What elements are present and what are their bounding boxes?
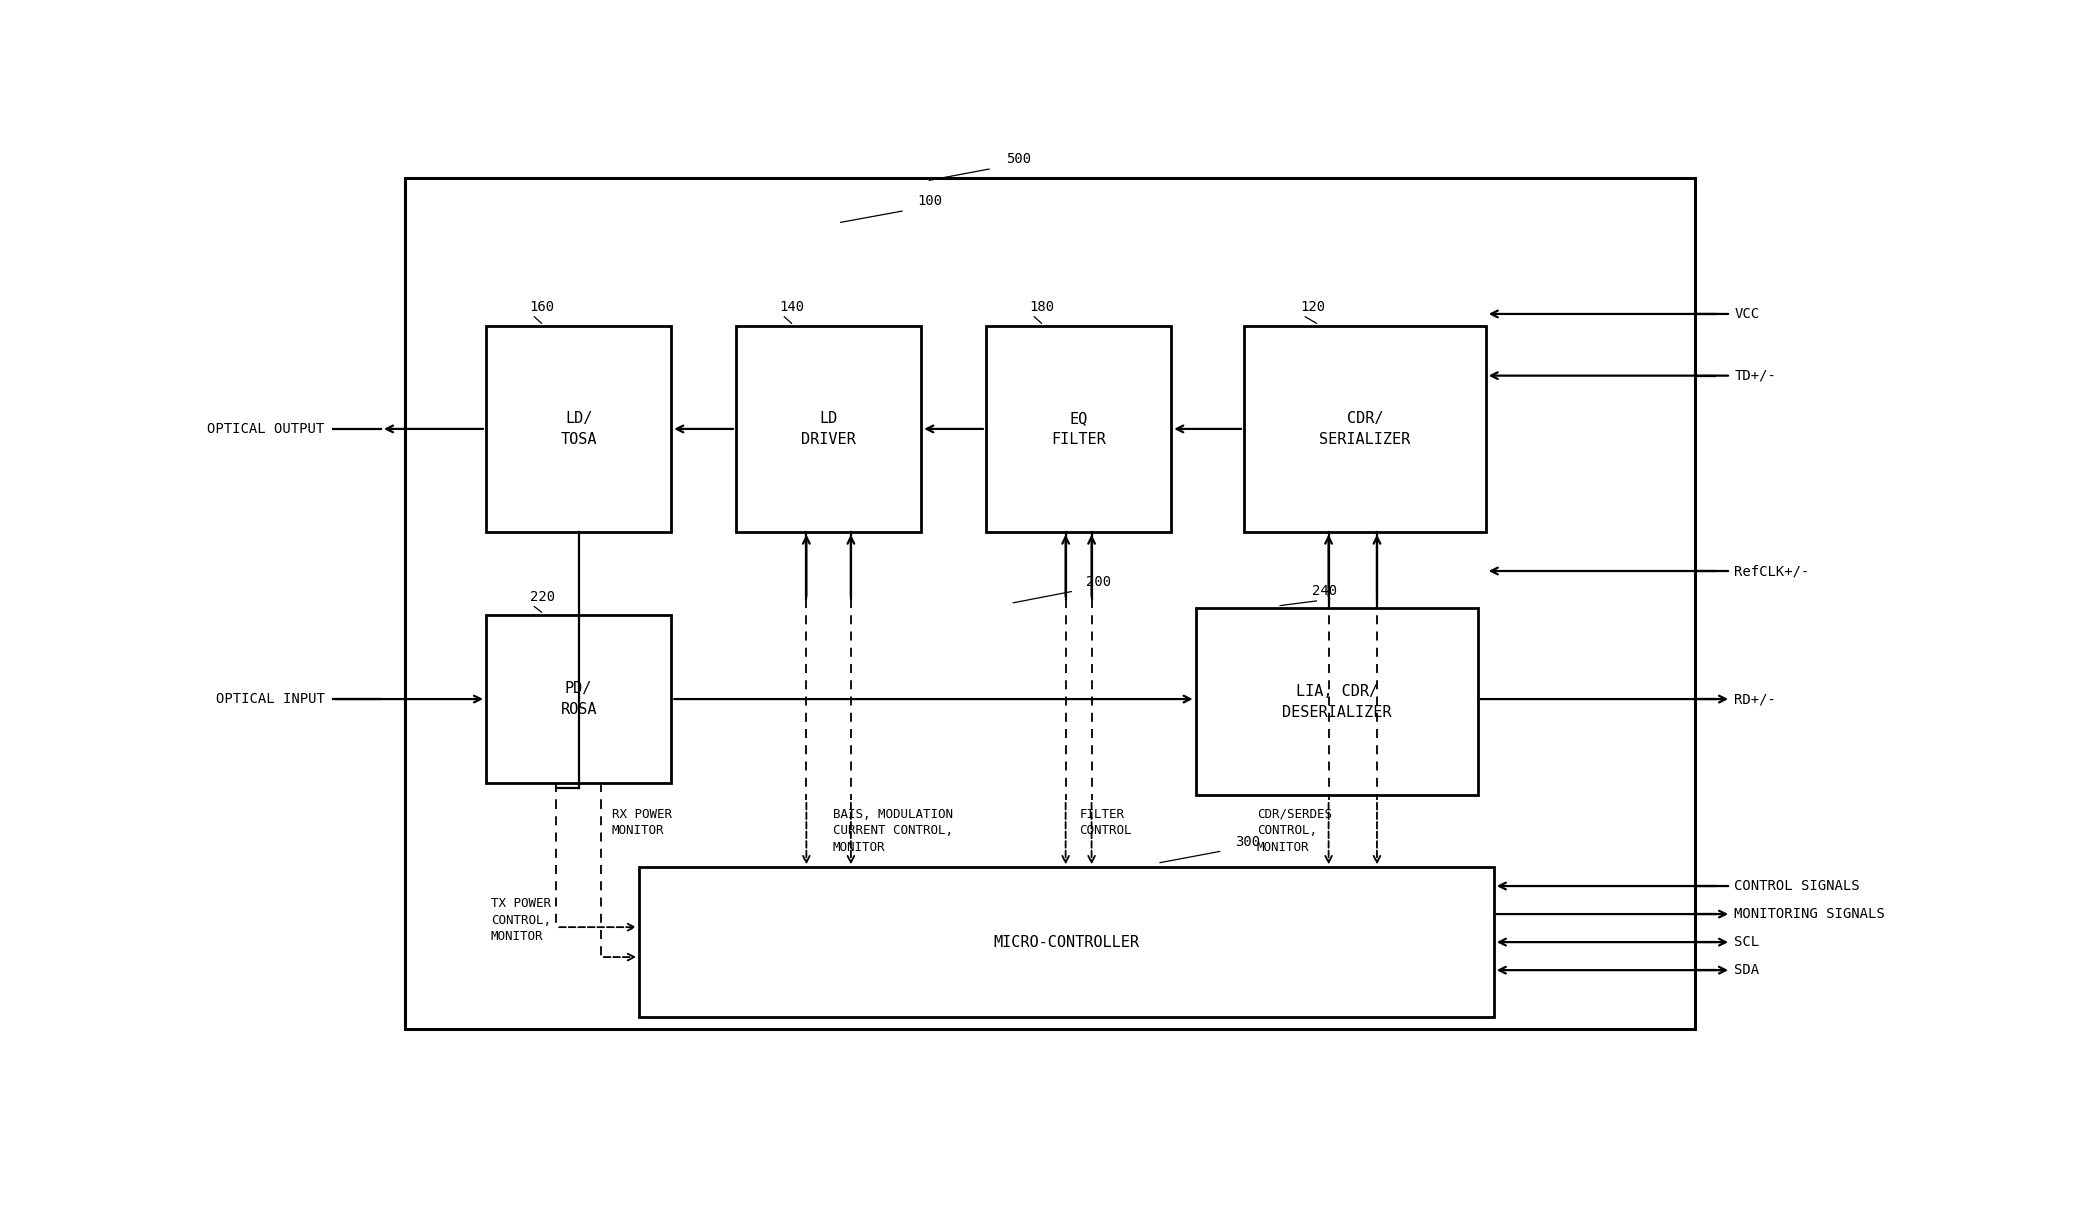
Text: TX POWER
CONTROL,
MONITOR: TX POWER CONTROL, MONITOR — [491, 897, 551, 943]
Text: 220: 220 — [531, 590, 556, 603]
Text: MONITORING SIGNALS: MONITORING SIGNALS — [1733, 907, 1885, 921]
Text: EQ
FILTER: EQ FILTER — [1051, 410, 1105, 447]
Text: CONTROL SIGNALS: CONTROL SIGNALS — [1733, 879, 1860, 894]
Text: 300: 300 — [1234, 835, 1259, 849]
Text: 180: 180 — [1030, 300, 1055, 314]
Bar — [487, 327, 672, 532]
Bar — [639, 867, 1494, 1017]
Text: CDR/SERDES
CONTROL,
MONITOR: CDR/SERDES CONTROL, MONITOR — [1257, 807, 1332, 853]
Bar — [462, 221, 1640, 585]
Text: 240: 240 — [1311, 584, 1338, 599]
Text: 140: 140 — [780, 300, 805, 314]
Text: 120: 120 — [1301, 300, 1326, 314]
Text: PD/
ROSA: PD/ ROSA — [560, 681, 597, 717]
Bar — [1244, 327, 1486, 532]
Text: RefCLK+/-: RefCLK+/- — [1733, 565, 1810, 578]
Text: RX POWER
MONITOR: RX POWER MONITOR — [612, 807, 672, 836]
Text: VCC: VCC — [1733, 307, 1758, 320]
Text: FILTER
CONTROL: FILTER CONTROL — [1080, 807, 1132, 836]
Text: LD/
TOSA: LD/ TOSA — [560, 410, 597, 447]
Bar — [737, 327, 922, 532]
Text: SCL: SCL — [1733, 935, 1758, 949]
Text: 200: 200 — [1086, 574, 1111, 589]
Text: OPTICAL INPUT: OPTICAL INPUT — [216, 692, 325, 707]
Text: SDA: SDA — [1733, 963, 1758, 977]
Bar — [1194, 608, 1478, 795]
Text: BAIS, MODULATION
CURRENT CONTROL,
MONITOR: BAIS, MODULATION CURRENT CONTROL, MONITO… — [832, 807, 953, 853]
Text: 100: 100 — [918, 194, 943, 209]
Text: OPTICAL OUTPUT: OPTICAL OUTPUT — [208, 422, 325, 436]
Bar — [406, 178, 1696, 1029]
Bar — [462, 599, 1640, 800]
Text: RD+/-: RD+/- — [1733, 692, 1775, 707]
Text: LD
DRIVER: LD DRIVER — [801, 410, 855, 447]
Text: 500: 500 — [1005, 152, 1030, 166]
Text: 160: 160 — [531, 300, 556, 314]
Text: LIA, CDR/
DESERIALIZER: LIA, CDR/ DESERIALIZER — [1282, 683, 1392, 720]
Text: CDR/
SERIALIZER: CDR/ SERIALIZER — [1319, 410, 1411, 447]
Bar — [487, 615, 672, 783]
Text: TD+/-: TD+/- — [1733, 369, 1775, 382]
Text: MICRO-CONTROLLER: MICRO-CONTROLLER — [993, 935, 1140, 949]
Bar — [986, 327, 1172, 532]
